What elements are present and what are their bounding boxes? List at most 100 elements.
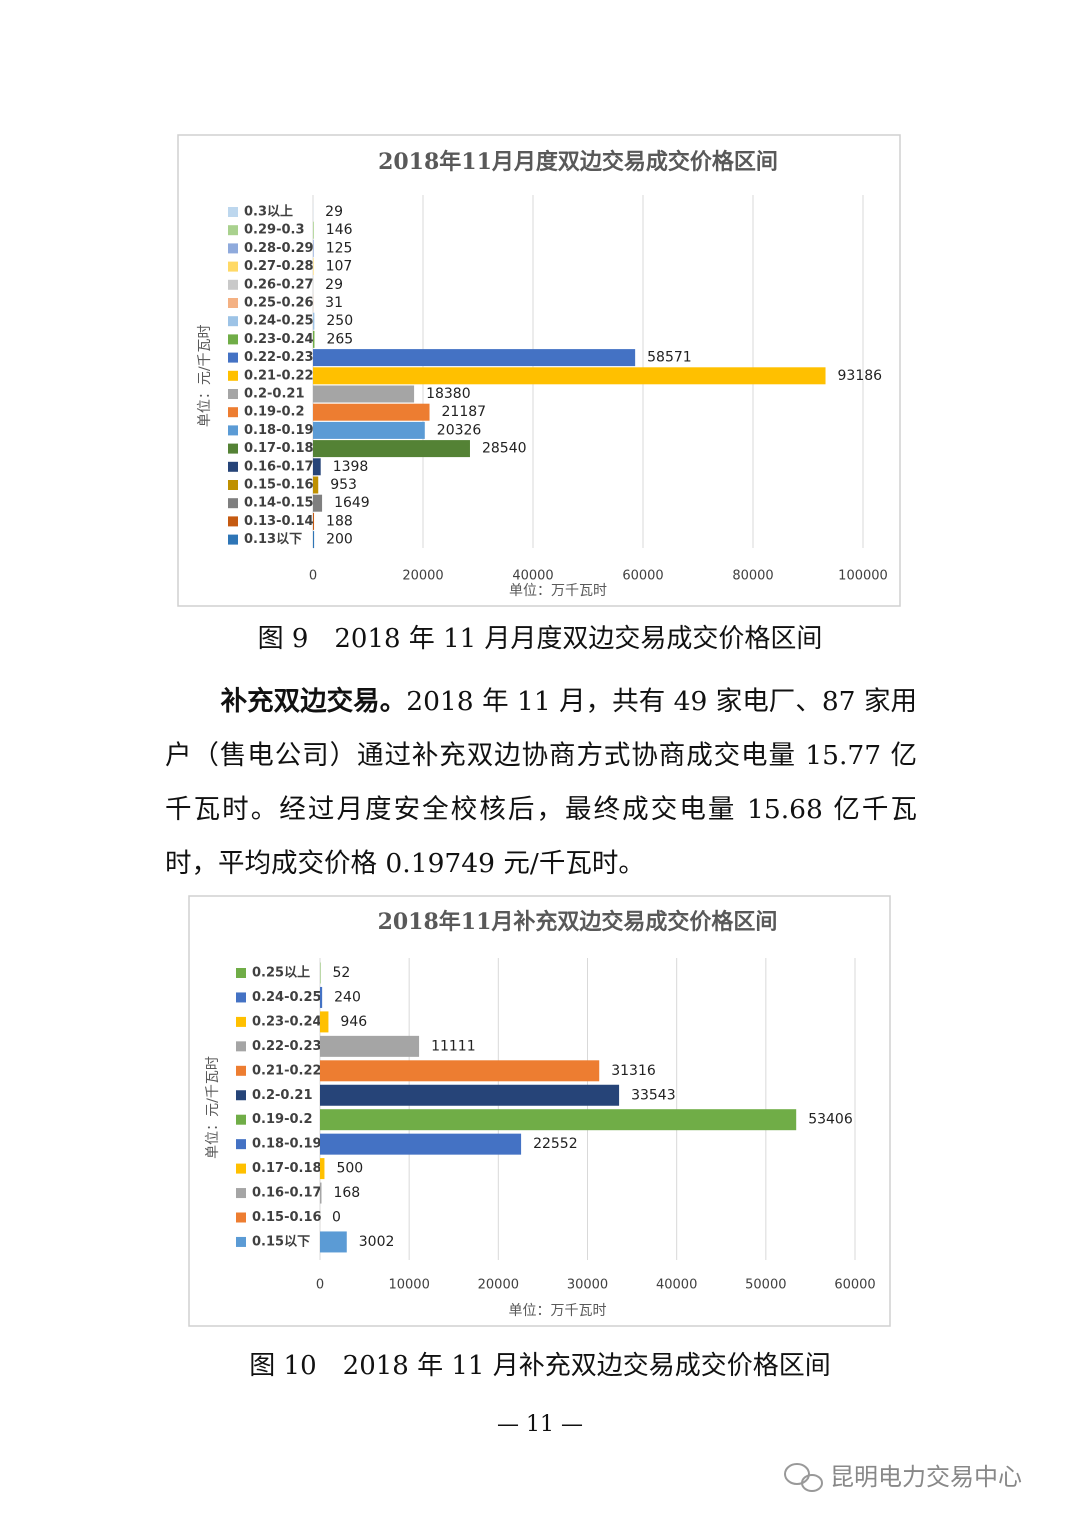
data-label: 22552	[533, 1136, 578, 1152]
bar	[313, 385, 415, 403]
data-label: 146	[326, 222, 353, 238]
legend-swatch	[228, 370, 238, 381]
category-label: 0.25以上	[252, 966, 310, 981]
legend-swatch	[236, 1163, 246, 1174]
legend-swatch	[228, 316, 238, 327]
bar	[313, 531, 315, 549]
bar	[320, 1133, 522, 1155]
bar	[320, 1231, 347, 1253]
bar	[320, 986, 323, 1008]
bar	[320, 1109, 797, 1131]
category-label: 0.25-0.26	[244, 296, 314, 311]
data-label: 107	[326, 259, 353, 275]
data-label: 29	[325, 204, 343, 220]
legend-swatch	[228, 334, 238, 345]
legend-swatch	[228, 534, 238, 545]
legend-swatch	[236, 1016, 246, 1027]
legend-swatch	[228, 243, 238, 254]
bar	[313, 494, 323, 512]
data-label: 52	[332, 965, 350, 981]
legend-swatch	[236, 968, 246, 978]
paragraph-body: 2018 年 11 月，共有 49 家电厂、87 家用户（售电公司）通过补充双边…	[165, 686, 917, 879]
y-axis-title: 单位：元/千瓦时	[205, 1056, 221, 1159]
watermark: 昆明电力交易中心	[830, 1463, 1022, 1491]
category-label: 0.23-0.24	[244, 332, 314, 347]
category-label: 0.26-0.27	[244, 277, 314, 292]
bar	[313, 330, 315, 348]
paragraph-lead: 补充双边交易。	[220, 686, 407, 717]
data-label: 250	[326, 313, 353, 329]
data-label: 946	[340, 1014, 367, 1030]
x-tick-label: 80000	[732, 569, 773, 584]
category-label: 0.2-0.21	[252, 1088, 313, 1103]
data-label: 58571	[647, 350, 692, 366]
data-label: 29	[325, 277, 343, 293]
x-tick-label: 20000	[402, 569, 443, 584]
legend-swatch	[228, 443, 238, 454]
data-label: 265	[326, 331, 353, 347]
bar	[313, 367, 826, 385]
legend-swatch	[228, 225, 238, 236]
bar	[313, 239, 314, 257]
legend-swatch	[228, 425, 238, 436]
x-tick-label: 60000	[834, 1278, 875, 1293]
bar	[313, 258, 314, 276]
category-label: 0.17-0.18	[252, 1161, 322, 1176]
data-label: 240	[334, 989, 361, 1005]
x-tick-label: 0	[309, 569, 317, 584]
data-label: 21187	[442, 404, 487, 420]
category-label: 0.3以上	[244, 205, 293, 220]
legend-swatch	[228, 516, 238, 527]
bar	[320, 1158, 325, 1180]
x-tick-label: 60000	[622, 569, 663, 584]
legend-swatch	[236, 1065, 246, 1076]
data-label: 18380	[426, 386, 471, 402]
category-label: 0.15-0.16	[252, 1210, 322, 1225]
category-label: 0.19-0.2	[252, 1112, 313, 1127]
legend-swatch	[236, 992, 246, 1003]
page-number: — 11 —	[497, 1412, 583, 1437]
data-label: 11111	[431, 1038, 476, 1054]
data-label: 125	[326, 240, 353, 256]
bar	[320, 1035, 420, 1057]
category-label: 0.24-0.25	[244, 314, 314, 329]
x-tick-label: 50000	[745, 1278, 786, 1293]
category-label: 0.14-0.15	[244, 496, 314, 511]
bar	[320, 1182, 322, 1204]
legend-swatch	[236, 1236, 246, 1247]
legend-swatch	[236, 1114, 246, 1125]
data-label: 3002	[359, 1234, 395, 1250]
figure-caption: 图 10 2018 年 11 月补充双边交易成交价格区间	[249, 1351, 830, 1381]
category-label: 0.27-0.28	[244, 259, 314, 274]
data-label: 31316	[611, 1063, 656, 1079]
legend-swatch	[228, 480, 238, 490]
category-label: 0.2-0.21	[244, 387, 305, 402]
legend-swatch	[236, 1212, 246, 1223]
category-label: 0.22-0.23	[252, 1039, 322, 1054]
legend-swatch	[236, 1188, 246, 1199]
category-label: 0.29-0.3	[244, 223, 305, 238]
legend-swatch	[228, 279, 238, 290]
category-label: 0.16-0.17	[252, 1186, 322, 1201]
bar	[320, 1011, 329, 1033]
category-label: 0.28-0.29	[244, 241, 314, 256]
data-label: 953	[330, 477, 357, 493]
data-label: 28540	[482, 441, 527, 457]
legend-swatch	[228, 389, 238, 399]
y-axis-title: 单位：元/千瓦时	[197, 324, 213, 427]
x-tick-label: 0	[316, 1278, 324, 1293]
category-label: 0.15以下	[252, 1234, 310, 1249]
data-label: 200	[326, 532, 353, 548]
legend-swatch	[236, 1139, 246, 1150]
legend-swatch	[228, 261, 238, 272]
bar	[320, 1084, 620, 1106]
data-label: 0	[332, 1210, 341, 1226]
bar	[320, 1060, 600, 1082]
x-axis-title: 单位：万千瓦时	[509, 583, 607, 599]
category-label: 0.22-0.23	[244, 350, 314, 365]
bar	[313, 476, 319, 494]
chart-title: 2018年11月月度双边交易成交价格区间	[378, 149, 778, 175]
bar	[313, 458, 321, 476]
x-tick-label: 40000	[512, 569, 553, 584]
